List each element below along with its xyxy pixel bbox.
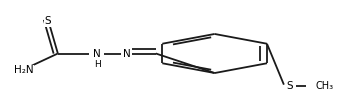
Text: H: H <box>94 59 100 68</box>
Text: CH₃: CH₃ <box>316 81 334 91</box>
Text: S: S <box>286 81 293 91</box>
Text: S: S <box>45 16 51 26</box>
Text: N: N <box>123 49 130 59</box>
Text: H₂N: H₂N <box>14 65 33 75</box>
Text: N: N <box>93 49 101 59</box>
